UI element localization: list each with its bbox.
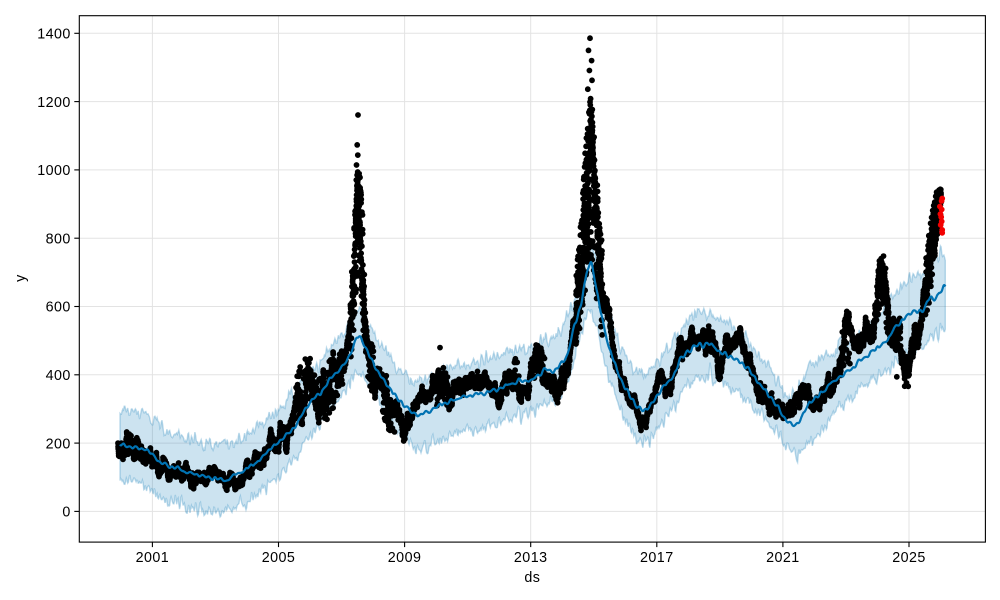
svg-text:0: 0 <box>62 505 70 521</box>
svg-text:2009: 2009 <box>388 550 422 566</box>
svg-text:ds: ds <box>524 570 540 586</box>
svg-text:2017: 2017 <box>640 550 674 566</box>
svg-text:2005: 2005 <box>262 550 296 566</box>
svg-text:2013: 2013 <box>514 550 548 566</box>
svg-text:200: 200 <box>46 436 71 452</box>
svg-text:600: 600 <box>46 300 71 316</box>
svg-text:2001: 2001 <box>136 550 170 566</box>
svg-text:1400: 1400 <box>37 27 71 43</box>
svg-text:1000: 1000 <box>37 163 71 179</box>
svg-text:400: 400 <box>46 368 71 384</box>
svg-text:y: y <box>13 274 29 282</box>
svg-text:1200: 1200 <box>37 95 71 111</box>
svg-text:2025: 2025 <box>892 550 926 566</box>
svg-text:800: 800 <box>46 231 71 247</box>
svg-text:2021: 2021 <box>766 550 800 566</box>
